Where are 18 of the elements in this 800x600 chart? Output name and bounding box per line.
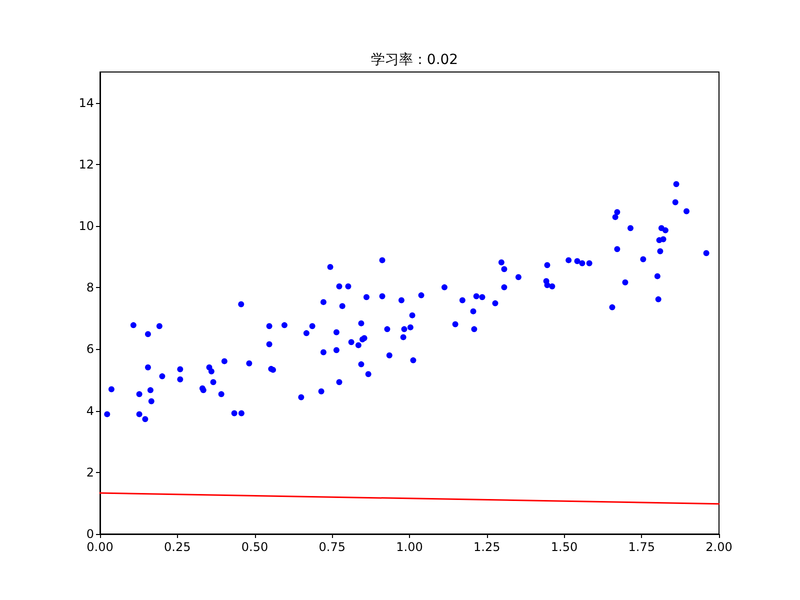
x-tick-label: 2.00: [706, 540, 732, 554]
x-tick-label: 1.50: [550, 540, 578, 554]
x-tick-label: 0.50: [241, 540, 268, 554]
y-tick-label: 12: [78, 157, 94, 172]
y-tick-label: 4: [86, 404, 94, 418]
y-tick-label: 10: [78, 219, 94, 233]
y-tick-label: 2: [86, 465, 94, 480]
y-tick-label: 6: [86, 342, 94, 356]
y-tick-label: 0: [86, 527, 94, 541]
x-tick-label: 1.00: [396, 540, 423, 554]
chart-title: 学习率：0.02: [370, 52, 458, 68]
y-tick-label: 14: [78, 96, 94, 110]
x-tick-label: 0.25: [164, 540, 191, 554]
x-tick-label: 0.00: [86, 540, 114, 554]
x-tick-label: 0.75: [318, 540, 346, 554]
x-tick-label: 1.25: [474, 540, 500, 554]
y-tick-label: 8: [86, 280, 94, 295]
x-tick-label: 1.75: [628, 540, 655, 554]
